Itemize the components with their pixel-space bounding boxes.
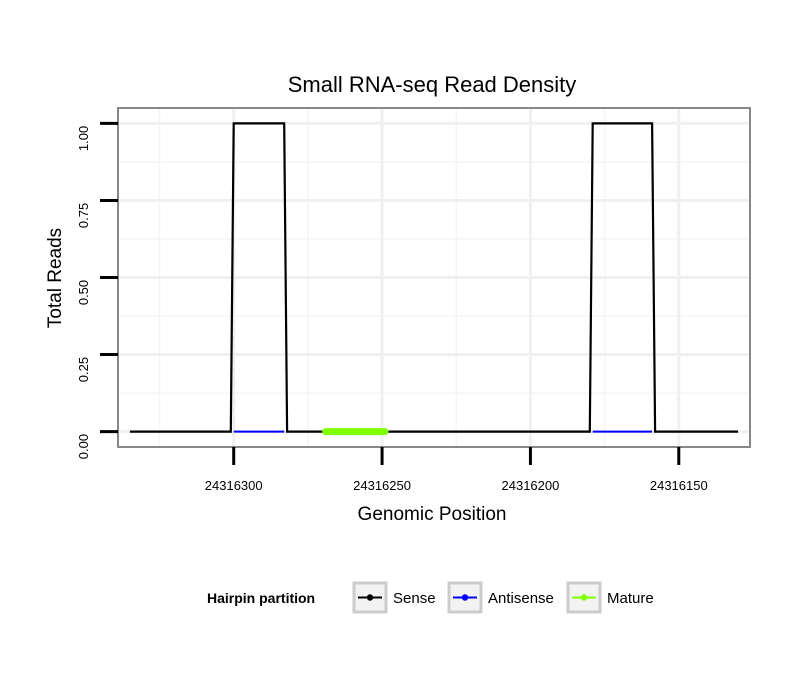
y-axis-title: Total Reads	[45, 228, 66, 328]
legend: Hairpin partition Sense Antisense Mature	[207, 581, 654, 614]
legend-label-antisense: Antisense	[488, 590, 554, 607]
y-tick-label: 0.50	[76, 280, 91, 305]
x-tick-label: 24316150	[650, 478, 708, 493]
legend-title: Hairpin partition	[207, 590, 315, 606]
x-tick-label: 24316300	[205, 478, 263, 493]
legend-label-mature: Mature	[607, 590, 654, 607]
y-axis: 0.00 0.25 0.50 0.75 1.00	[76, 121, 118, 459]
legend-key-point	[580, 594, 588, 601]
x-tick-label: 24316200	[502, 478, 560, 493]
y-tick-label: 1.00	[76, 126, 91, 151]
series-line-sense	[129, 122, 739, 433]
y-tick-label: 0.25	[76, 357, 91, 382]
legend-key-point	[461, 594, 469, 601]
legend-key-point	[366, 594, 374, 601]
y-tick-label: 0.75	[76, 203, 91, 228]
legend-label-sense: Sense	[393, 590, 436, 607]
x-axis: 24316300 24316250 24316200 24316150	[205, 447, 708, 493]
series-layer	[129, 122, 739, 436]
y-tick-label: 0.00	[76, 434, 91, 459]
chart-title: Small RNA-seq Read Density	[288, 72, 577, 97]
x-axis-title: Genomic Position	[358, 504, 507, 525]
x-tick-label: 24316250	[353, 478, 411, 493]
